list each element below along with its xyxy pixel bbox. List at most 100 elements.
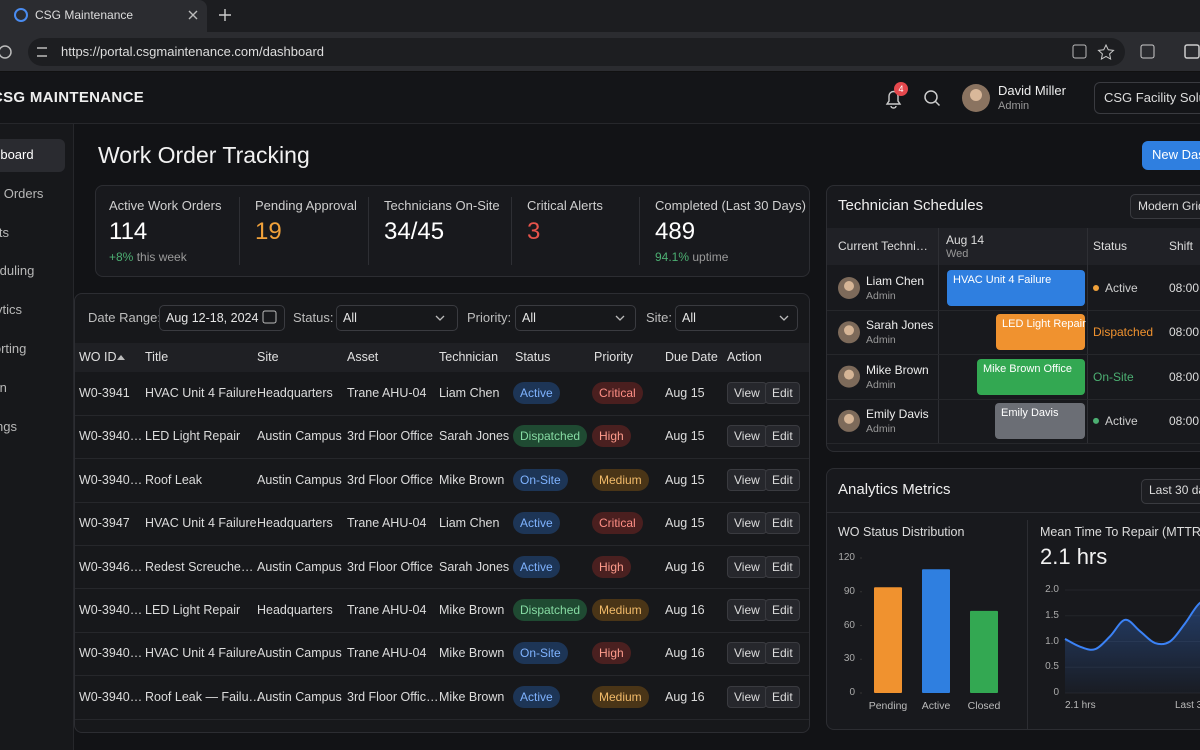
- schedule-bar[interactable]: [977, 358, 1085, 395]
- view-button[interactable]: View: [727, 512, 767, 535]
- table-cell: Aug 15: [665, 429, 705, 444]
- table-cell: Aug 16: [665, 646, 705, 661]
- schedule-divider: [938, 228, 939, 444]
- filter-input[interactable]: [675, 305, 798, 331]
- sidebar-item[interactable]: Admin: [0, 379, 7, 395]
- org-name: CSG Facility Solutions: [1104, 90, 1200, 105]
- chart-title: Mean Time To Repair (MTTR): [1040, 525, 1200, 539]
- view-button[interactable]: View: [727, 382, 767, 404]
- wo-id[interactable]: W0-3940…: [79, 646, 143, 661]
- edit-button[interactable]: Edit: [765, 555, 800, 578]
- view-button[interactable]: View: [727, 685, 767, 708]
- range-button[interactable]: [1141, 479, 1200, 504]
- kpi-trend-text: uptime: [692, 250, 729, 264]
- wo-id[interactable]: W0-3946…: [79, 559, 143, 574]
- priority-pill: High: [592, 642, 631, 665]
- filter-input[interactable]: [336, 305, 458, 331]
- column-header[interactable]: Title: [145, 350, 169, 364]
- view-button[interactable]: View: [727, 599, 767, 621]
- table-cell: 3rd Floor Office: [347, 472, 433, 487]
- wo-id[interactable]: W0-3947: [79, 516, 130, 531]
- table-cell: Liam Chen: [439, 516, 500, 531]
- table-cell: Trane AHU-04: [347, 603, 427, 617]
- priority-pill: Critical: [592, 382, 643, 404]
- sidebar-item[interactable]: Analytics: [0, 302, 23, 318]
- view-button[interactable]: [1130, 194, 1200, 219]
- new-dashboard-label[interactable]: New Dashboard: [1152, 147, 1200, 162]
- column-header[interactable]: Technician: [439, 350, 499, 364]
- sidepanel-icon: [1184, 44, 1200, 59]
- view-button[interactable]: View: [727, 555, 767, 578]
- kpi-value: 489: [655, 218, 696, 245]
- view-button[interactable]: View: [727, 425, 767, 448]
- sidebar-item[interactable]: Scheduling: [0, 263, 35, 279]
- wo-id[interactable]: W0-3940…: [79, 472, 143, 487]
- reload-icon: [0, 45, 12, 59]
- org-select[interactable]: [1094, 82, 1200, 114]
- sidebar-active[interactable]: [0, 139, 65, 172]
- wo-id[interactable]: W0-3940…: [79, 429, 143, 444]
- view-button-label[interactable]: Modern Grid: [1138, 199, 1200, 213]
- range-button-label[interactable]: Last 30 days: [1149, 483, 1200, 497]
- edit-button[interactable]: Edit: [765, 512, 800, 535]
- table-cell: Austin Campus: [257, 689, 342, 704]
- edit-button[interactable]: Edit: [765, 642, 800, 665]
- edit-button[interactable]: Edit: [765, 382, 800, 404]
- y-tick-label: 0.5: [1045, 661, 1059, 673]
- new-dashboard-button[interactable]: [1142, 141, 1200, 170]
- user-name[interactable]: David Miller: [998, 83, 1066, 98]
- tech-status: Active: [1105, 413, 1138, 428]
- edit-button[interactable]: Edit: [765, 468, 800, 491]
- sidebar-item[interactable]: Settings: [0, 418, 17, 434]
- table-cell: Aug 16: [665, 603, 705, 617]
- column-header[interactable]: WO ID: [79, 350, 117, 364]
- column-header[interactable]: Priority: [594, 350, 633, 364]
- table-cell: Austin Campus: [257, 429, 342, 444]
- sidebar-item[interactable]: Assets: [0, 224, 10, 240]
- url-field[interactable]: [28, 38, 1125, 66]
- table-cell: Aug 16: [665, 689, 705, 704]
- column-header[interactable]: Due Date: [665, 350, 718, 364]
- notification-count: 4: [898, 84, 904, 94]
- column-header[interactable]: Status: [515, 350, 551, 364]
- row-divider: [75, 458, 809, 460]
- schedule-bar[interactable]: [947, 270, 1085, 306]
- tech-avatar-face: [844, 369, 854, 380]
- table-cell: Sarah Jones: [439, 559, 510, 574]
- edit-button[interactable]: Edit: [765, 685, 800, 708]
- column-header[interactable]: Site: [257, 350, 279, 364]
- sidebar-item[interactable]: Reporting: [0, 341, 27, 356]
- user-role: Admin: [998, 100, 1030, 112]
- filter-input[interactable]: [159, 305, 285, 331]
- sidebar-item[interactable]: Dashboard: [0, 147, 34, 162]
- priority-pill: Medium: [592, 468, 649, 491]
- view-button[interactable]: View: [727, 642, 767, 665]
- wo-id[interactable]: W0-3940…: [79, 689, 143, 704]
- kpi-trend-value: 94.1%: [655, 250, 690, 264]
- schedule-bar[interactable]: [995, 402, 1085, 439]
- column-header[interactable]: Asset: [347, 350, 379, 364]
- table-cell: Austin Campus: [257, 559, 342, 574]
- table-header-row: [75, 343, 809, 372]
- kpi-value: 34/45: [384, 218, 445, 245]
- filter-label: Date Range:: [88, 310, 161, 325]
- view-button[interactable]: View: [727, 468, 767, 491]
- sidebar-item[interactable]: Work Orders: [0, 185, 44, 201]
- wo-id[interactable]: W0-3941: [79, 386, 130, 400]
- schedule-bar[interactable]: [996, 314, 1085, 351]
- priority-pill: Medium: [592, 599, 649, 621]
- row-divider: [75, 631, 809, 633]
- tech-name: Mike Brown: [866, 362, 929, 377]
- edit-button[interactable]: Edit: [765, 425, 800, 448]
- chevron-icon: [435, 315, 445, 321]
- edit-button[interactable]: Edit: [765, 599, 800, 621]
- table-cell: Trane AHU-04: [347, 646, 427, 661]
- filter-input[interactable]: [515, 305, 636, 331]
- tech-name: Emily Davis: [866, 406, 929, 421]
- wo-id[interactable]: W0-3940…: [79, 603, 143, 617]
- active-tab[interactable]: [0, 0, 207, 32]
- brand: CSG MAINTENANCE: [0, 89, 145, 106]
- tech-role: Admin: [866, 334, 896, 347]
- filter-value: All: [682, 311, 696, 325]
- priority-pill: High: [592, 425, 631, 448]
